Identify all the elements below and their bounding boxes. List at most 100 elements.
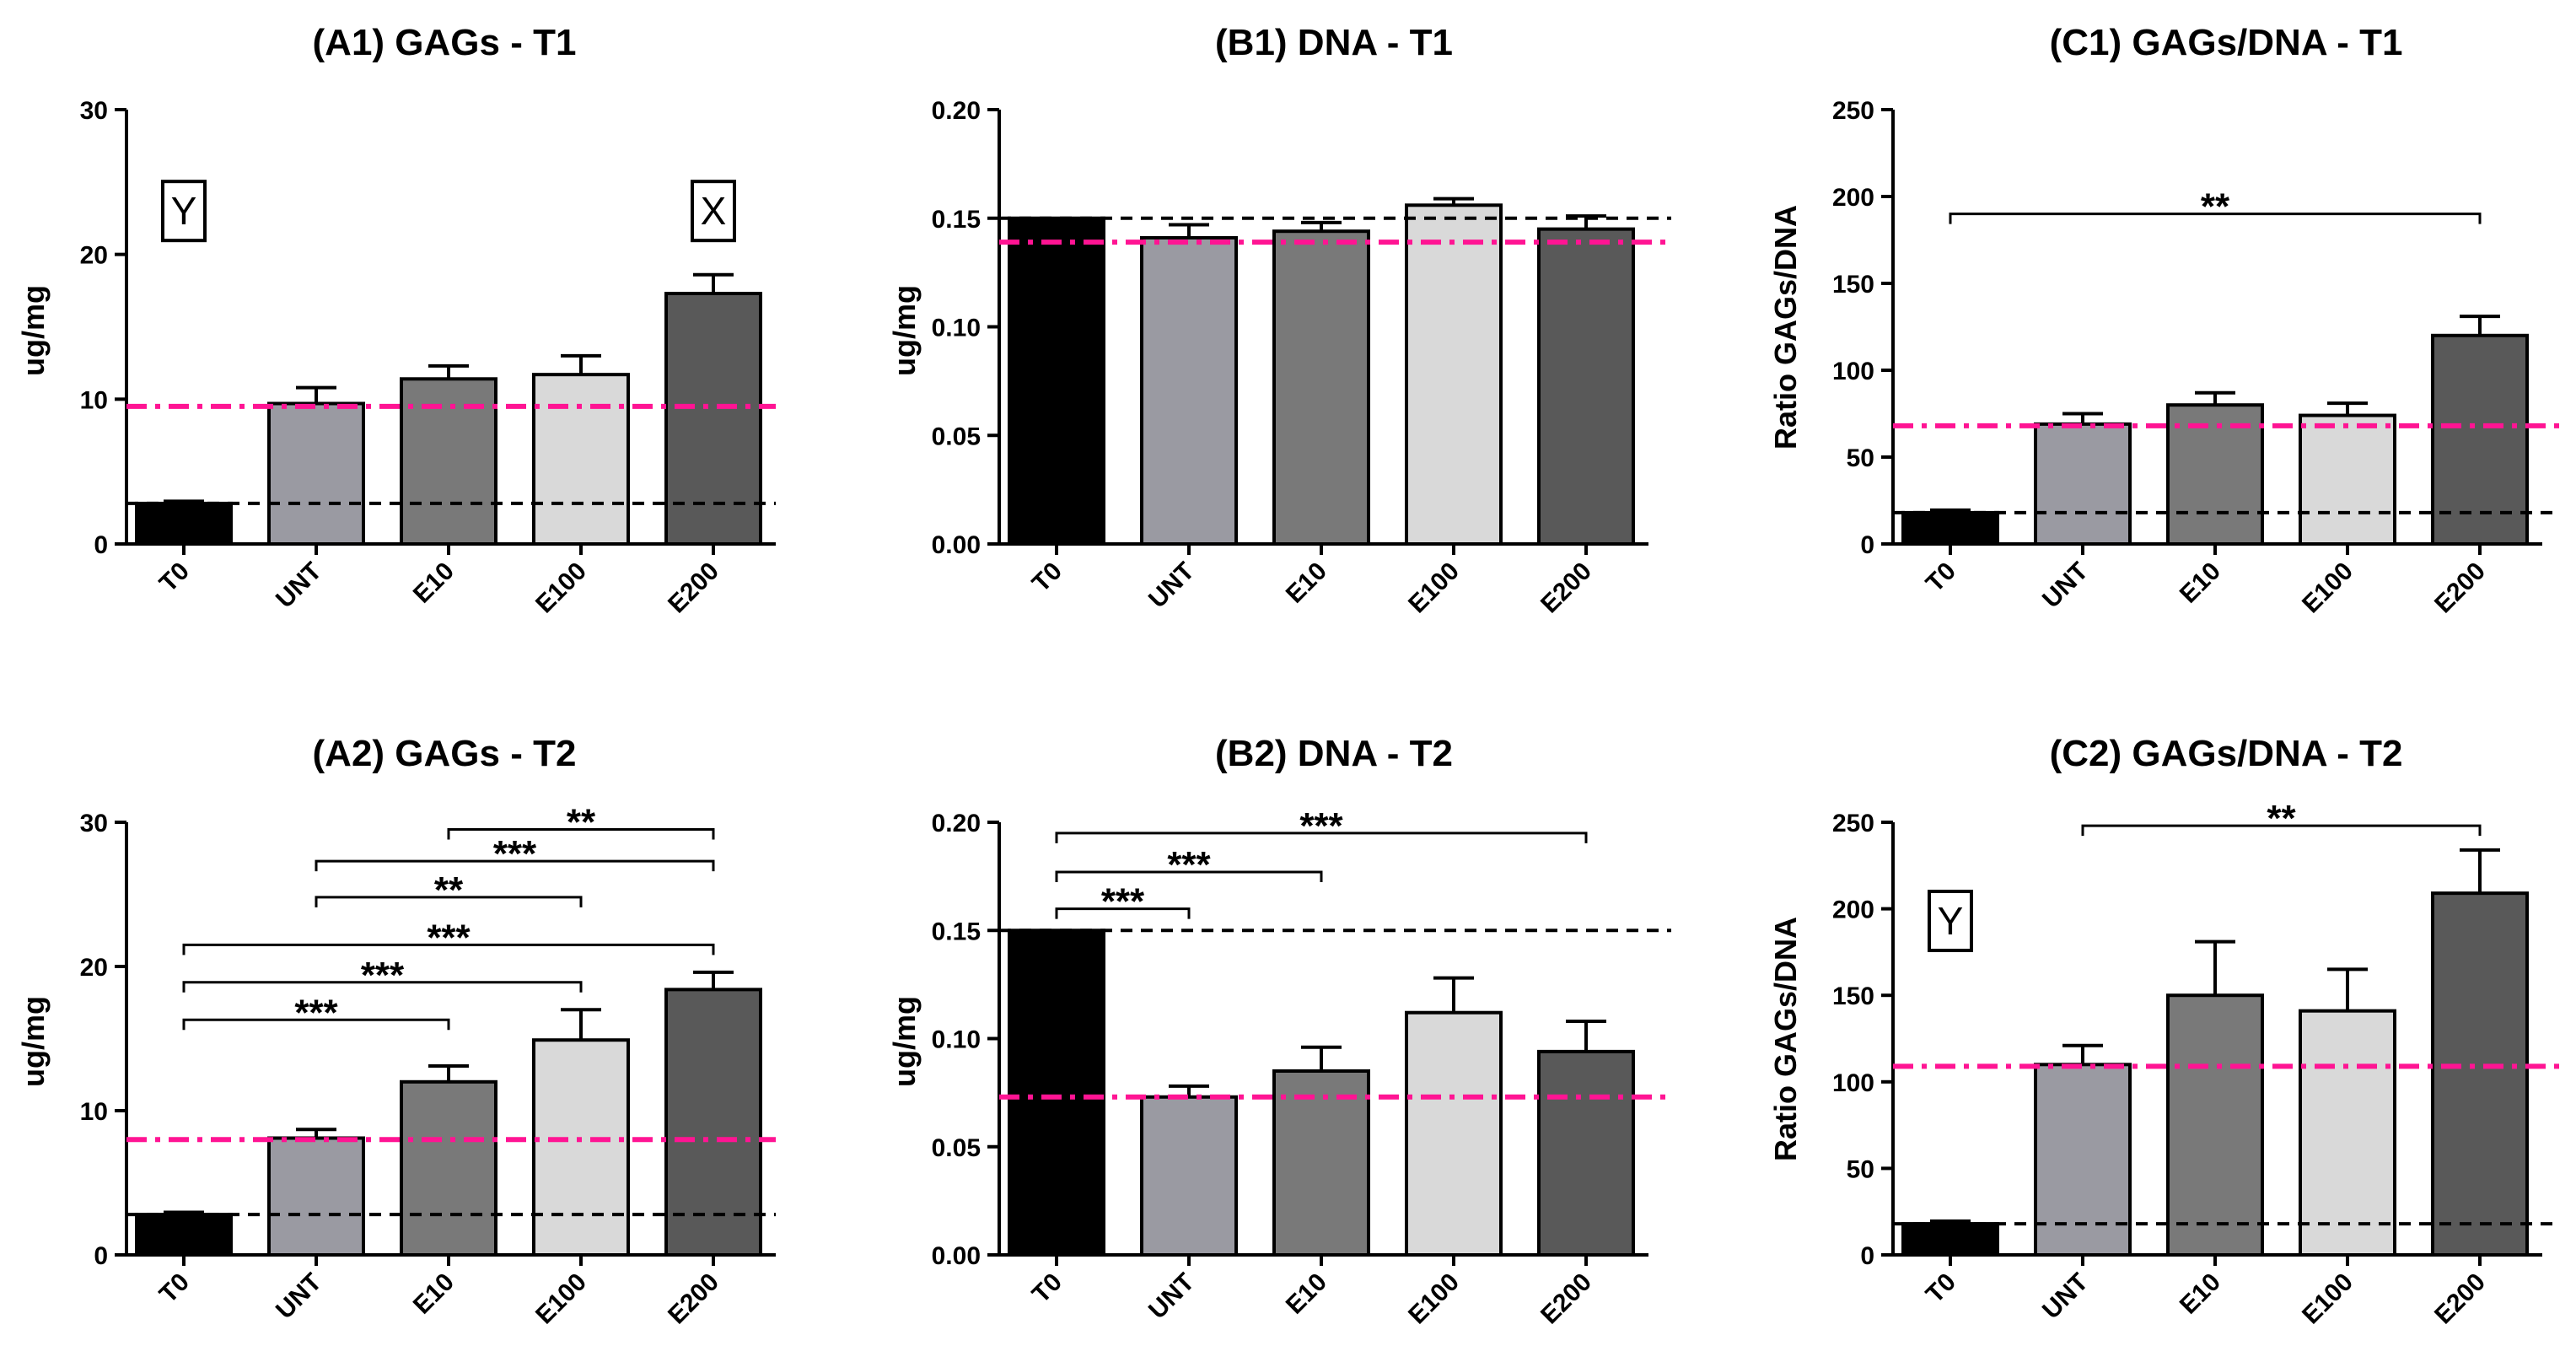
significance-bracket (182, 943, 715, 956)
y-tick-label: 0 (1860, 531, 1874, 559)
panel-c2: (C2) GAGs/DNA - T2 Ratio GAGs/DNA 0 50 100… (1768, 733, 2559, 1330)
significance-bracket (2081, 824, 2482, 837)
y-tick-label: 30 (80, 810, 108, 837)
bar-unt (267, 401, 365, 546)
y-tick-label: 20 (80, 242, 108, 270)
bar-t0 (1901, 510, 1999, 546)
y-tick-label: 0 (94, 1242, 108, 1270)
significance-label: *** (427, 917, 471, 958)
significance-label: *** (493, 833, 537, 875)
y-tick-label: 30 (80, 97, 108, 125)
panel-b1: (B1) DNA - T1 ug/mg 0.00 0.05 0.10 0.15 0.20… (887, 22, 1671, 619)
y-tick-label: 0.15 (932, 206, 981, 234)
y-tick-label: 20 (80, 954, 108, 982)
significance-bracket (182, 1018, 450, 1031)
bar-e10 (1272, 229, 1370, 546)
panel-a1: (A1) GAGs - T1 ug/mg 0 10 20 30 T0 UNT E10 E100… (16, 22, 776, 619)
x-tick-label: UNT (271, 1268, 327, 1325)
y-tick-label: 0.10 (932, 315, 981, 342)
bar-e100 (2299, 413, 2396, 546)
bar-e10 (400, 1079, 497, 1257)
y-tick-label: 250 (1832, 97, 1874, 125)
x-tick-label: E100 (1403, 557, 1465, 619)
significance-label: ** (434, 869, 464, 911)
x-tick-label: E100 (1403, 1268, 1465, 1330)
panel-title: (A1) GAGs - T1 (313, 22, 577, 63)
x-tick-label: UNT (2037, 1268, 2094, 1325)
significance-bracket (1055, 832, 1588, 843)
y-tick-label: 200 (1832, 184, 1874, 212)
bar-e100 (532, 1038, 630, 1257)
bar-e200 (1537, 227, 1635, 546)
significance-bracket (1055, 870, 1323, 882)
bar-unt (2034, 422, 2132, 546)
y-tick-label: 100 (1832, 1069, 1874, 1097)
bar-e200 (664, 292, 762, 546)
x-tick-label: E10 (408, 1268, 460, 1320)
bar-e200 (2431, 333, 2529, 546)
y-axis-label: ug/mg (887, 285, 922, 376)
x-tick-label: E200 (663, 1268, 724, 1330)
y-tick-label: 50 (1847, 444, 1874, 472)
y-tick-label: 10 (80, 1098, 108, 1126)
y-tick-label: 10 (80, 386, 108, 414)
y-tick-label: 50 (1847, 1155, 1874, 1183)
significance-bracket (1055, 907, 1191, 919)
bar-e10 (400, 377, 497, 546)
significance-label: *** (1167, 844, 1211, 886)
x-tick-label: T0 (154, 557, 195, 598)
annotation-letter: X (701, 189, 727, 233)
x-tick-label: E100 (2297, 1268, 2358, 1330)
panel-c1: (C1) GAGs/DNA - T1 Ratio GAGs/DNA 0 50 100… (1768, 22, 2559, 619)
y-tick-label: 0.00 (932, 531, 981, 559)
panel-title: (C2) GAGs/DNA - T2 (2050, 733, 2403, 774)
annotation-box (1928, 889, 1973, 952)
bar-unt (1140, 1095, 1238, 1257)
x-tick-label: E200 (663, 557, 724, 619)
x-tick-label: UNT (271, 557, 327, 614)
bar-t0 (1008, 929, 1105, 1257)
bar-e200 (1537, 1049, 1635, 1257)
y-tick-label: 0.05 (932, 1134, 981, 1162)
significance-label: *** (1299, 805, 1343, 847)
y-tick-label: 0.15 (932, 918, 981, 945)
y-tick-label: 100 (1832, 358, 1874, 385)
significance-label: *** (1101, 881, 1145, 923)
significance-bracket (447, 828, 715, 840)
bar-e100 (1405, 1010, 1503, 1257)
x-tick-label: T0 (1027, 1268, 1068, 1309)
significance-bracket (1949, 213, 2482, 224)
significance-label: ** (2201, 186, 2230, 228)
x-tick-label: UNT (1143, 557, 1200, 614)
bar-e200 (2431, 891, 2529, 1257)
y-axis-label: ug/mg (16, 996, 51, 1087)
x-tick-label: E100 (530, 1268, 592, 1330)
y-tick-label: 0.05 (932, 423, 981, 450)
x-tick-label: T0 (1921, 1268, 1961, 1309)
significance-label: *** (294, 992, 338, 1033)
x-tick-label: E10 (2175, 1268, 2226, 1320)
y-axis-label: ug/mg (887, 996, 922, 1087)
y-tick-label: 0 (1860, 1242, 1874, 1270)
bar-t0 (135, 501, 233, 546)
y-tick-label: 0.10 (932, 1026, 981, 1054)
bar-e100 (532, 373, 630, 546)
x-tick-label: T0 (1027, 557, 1068, 598)
annotation-box (161, 180, 207, 243)
y-tick-label: 250 (1832, 810, 1874, 837)
annotation-letter: Y (171, 189, 197, 233)
bar-unt (1140, 235, 1238, 546)
bar-e10 (2166, 993, 2264, 1257)
panel-b2: (B2) DNA - T2 ug/mg 0.00 0.05 0.10 0.15 0.20… (887, 733, 1671, 1330)
annotation-box (691, 180, 736, 243)
y-tick-label: 150 (1832, 271, 1874, 299)
annotation-letter: Y (1938, 899, 1964, 943)
bar-t0 (135, 1213, 233, 1257)
y-tick-label: 150 (1832, 982, 1874, 1010)
bar-e100 (1405, 203, 1503, 546)
y-axis-label: Ratio GAGs/DNA (1768, 917, 1803, 1161)
y-tick-label: 0.20 (932, 97, 981, 125)
x-tick-label: E200 (2429, 557, 2491, 619)
bar-t0 (1008, 216, 1105, 546)
